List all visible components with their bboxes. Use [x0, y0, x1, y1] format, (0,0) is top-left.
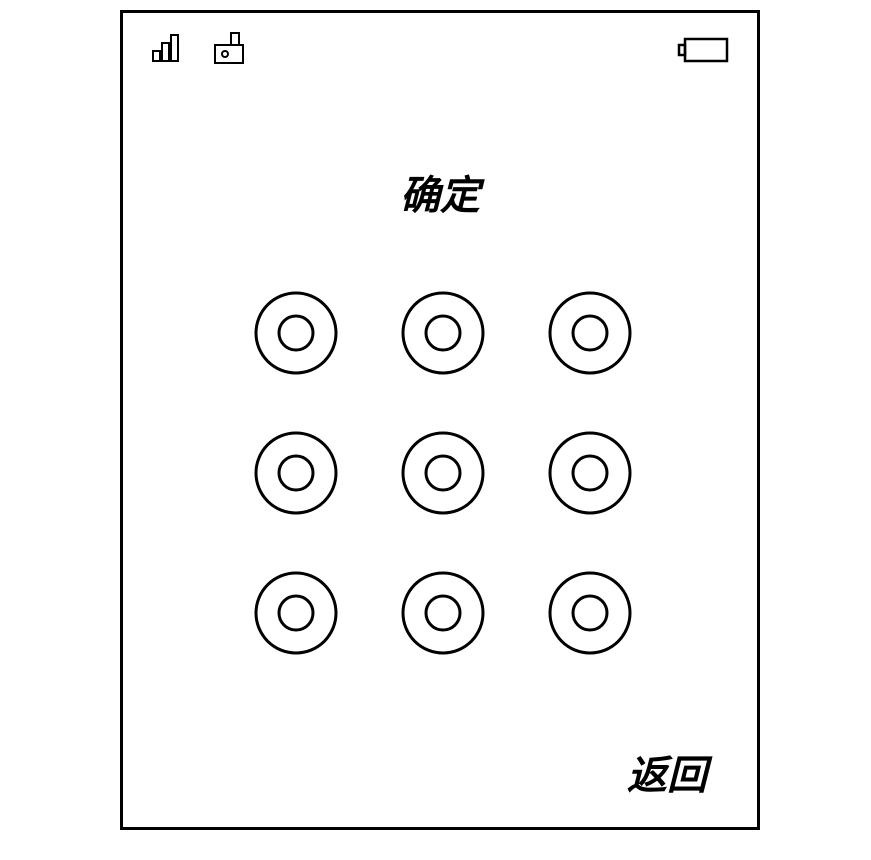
- pattern-dot-1[interactable]: [223, 263, 370, 403]
- pattern-dot-8[interactable]: [370, 543, 517, 683]
- signal-icon: [151, 33, 183, 68]
- battery-icon: [677, 37, 729, 68]
- back-label[interactable]: 返回: [627, 743, 707, 801]
- pattern-dot-3[interactable]: [516, 263, 663, 403]
- lock-icon: [211, 31, 247, 70]
- pattern-dot-2[interactable]: [370, 263, 517, 403]
- pattern-dot-9[interactable]: [516, 543, 663, 683]
- pattern-dot-4[interactable]: [223, 403, 370, 543]
- status-bar: [123, 13, 757, 73]
- confirm-label[interactable]: 确定: [123, 163, 757, 221]
- pattern-grid[interactable]: [223, 263, 663, 683]
- pattern-dot-5[interactable]: [370, 403, 517, 543]
- pattern-dot-7[interactable]: [223, 543, 370, 683]
- device-frame: 确定 返回: [120, 10, 760, 830]
- pattern-dot-6[interactable]: [516, 403, 663, 543]
